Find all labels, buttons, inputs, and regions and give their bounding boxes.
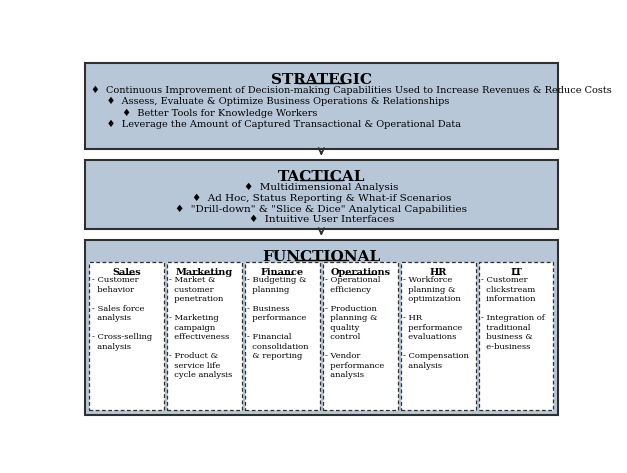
- Text: Sales: Sales: [112, 268, 141, 277]
- Text: - Budgeting &
  planning

- Business
  performance

- Financial
  consolidation
: - Budgeting & planning - Business perfor…: [247, 276, 309, 360]
- Text: Operations: Operations: [330, 268, 391, 277]
- Bar: [89, 263, 164, 410]
- Bar: [85, 63, 558, 149]
- Bar: [323, 263, 398, 410]
- Text: Finance: Finance: [261, 268, 304, 277]
- Text: HR: HR: [429, 268, 447, 277]
- Text: Marketing: Marketing: [176, 268, 233, 277]
- Text: STRATEGIC: STRATEGIC: [271, 73, 372, 87]
- Bar: [245, 263, 320, 410]
- Bar: [401, 263, 475, 410]
- Text: ♦  Leverage the Amount of Captured Transactional & Operational Data: ♦ Leverage the Amount of Captured Transa…: [91, 120, 461, 129]
- Text: TACTICAL: TACTICAL: [278, 170, 365, 184]
- Text: ♦  Multidimensional Analysis: ♦ Multidimensional Analysis: [244, 183, 399, 193]
- Text: IT: IT: [510, 268, 522, 277]
- Text: - Market &
  customer
  penetration

- Marketing
  campaign
  effectiveness

- P: - Market & customer penetration - Market…: [169, 276, 233, 379]
- Text: - Operational
  efficiency

- Production
  planning &
  quality
  control

- Ven: - Operational efficiency - Production pl…: [325, 276, 384, 379]
- Text: ♦  Intuitive User Interfaces: ♦ Intuitive User Interfaces: [249, 215, 394, 224]
- Text: - Customer
  behavior

- Sales force
  analysis

- Cross-selling
  analysis: - Customer behavior - Sales force analys…: [92, 276, 152, 350]
- Text: ♦  "Drill-down" & "Slice & Dice" Analytical Capabilities: ♦ "Drill-down" & "Slice & Dice" Analytic…: [176, 205, 467, 214]
- Text: ♦  Assess, Evaluate & Optimize Business Operations & Relationships: ♦ Assess, Evaluate & Optimize Business O…: [91, 97, 449, 106]
- Text: FUNCTIONAL: FUNCTIONAL: [262, 250, 381, 264]
- Text: ♦  Continuous Improvement of Decision-making Capabilities Used to Increase Reven: ♦ Continuous Improvement of Decision-mak…: [91, 86, 611, 95]
- Text: - Customer
  clickstream
  information

- Integration of
  traditional
  busines: - Customer clickstream information - Int…: [481, 276, 545, 350]
- Text: ♦  Better Tools for Knowledge Workers: ♦ Better Tools for Knowledge Workers: [91, 108, 317, 118]
- Text: - Workforce
  planning &
  optimization

- HR
  performance
  evaluations

- Com: - Workforce planning & optimization - HR…: [403, 276, 469, 370]
- Bar: [167, 263, 242, 410]
- Bar: [478, 263, 554, 410]
- Text: ♦  Ad Hoc, Status Reporting & What-if Scenarios: ♦ Ad Hoc, Status Reporting & What-if Sce…: [192, 194, 451, 203]
- Bar: [85, 240, 558, 415]
- Bar: [85, 160, 558, 229]
